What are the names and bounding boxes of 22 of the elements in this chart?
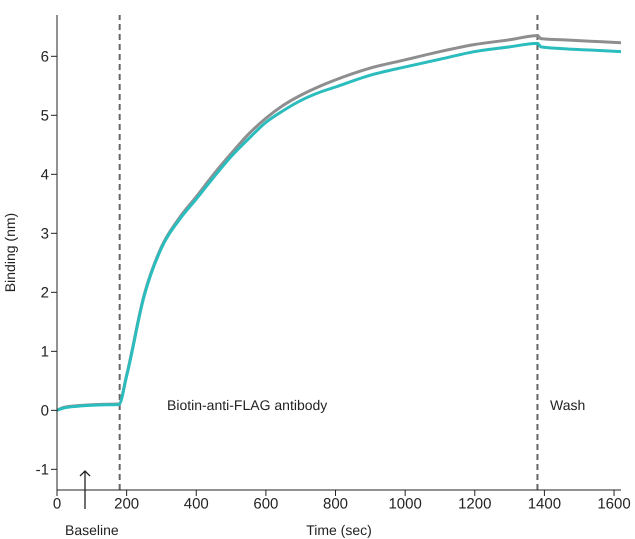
y-tick-label: -1 [36, 462, 49, 479]
annotation: Biotin-anti-FLAG antibody [167, 397, 328, 413]
y-tick-label: 5 [40, 108, 49, 125]
y-tick-label: 1 [40, 344, 49, 361]
x-tick-label: 1200 [458, 496, 492, 513]
x-tick-label: 1000 [388, 496, 422, 513]
x-tick-label: 600 [253, 496, 278, 513]
x-tick-label: 200 [114, 496, 140, 513]
x-tick-label: 0 [52, 496, 62, 513]
text: Baseline [65, 522, 119, 538]
y-tick-label: 2 [40, 284, 49, 302]
y-tick-label: 3 [40, 226, 49, 243]
x-tick-label: 800 [323, 496, 348, 513]
y-tick-label: 6 [40, 48, 49, 66]
x-axis-title: Time (sec) [306, 522, 372, 538]
y-tick-label: 4 [40, 166, 49, 184]
x-tick-label: 400 [184, 496, 209, 513]
annotation: Wash [550, 397, 586, 413]
x-tick-label: 1600 [597, 496, 631, 513]
x-tick-label: 1400 [528, 496, 562, 513]
y-tick-label: 0 [40, 402, 49, 420]
y-axis-title: Binding (nm) [2, 212, 18, 292]
